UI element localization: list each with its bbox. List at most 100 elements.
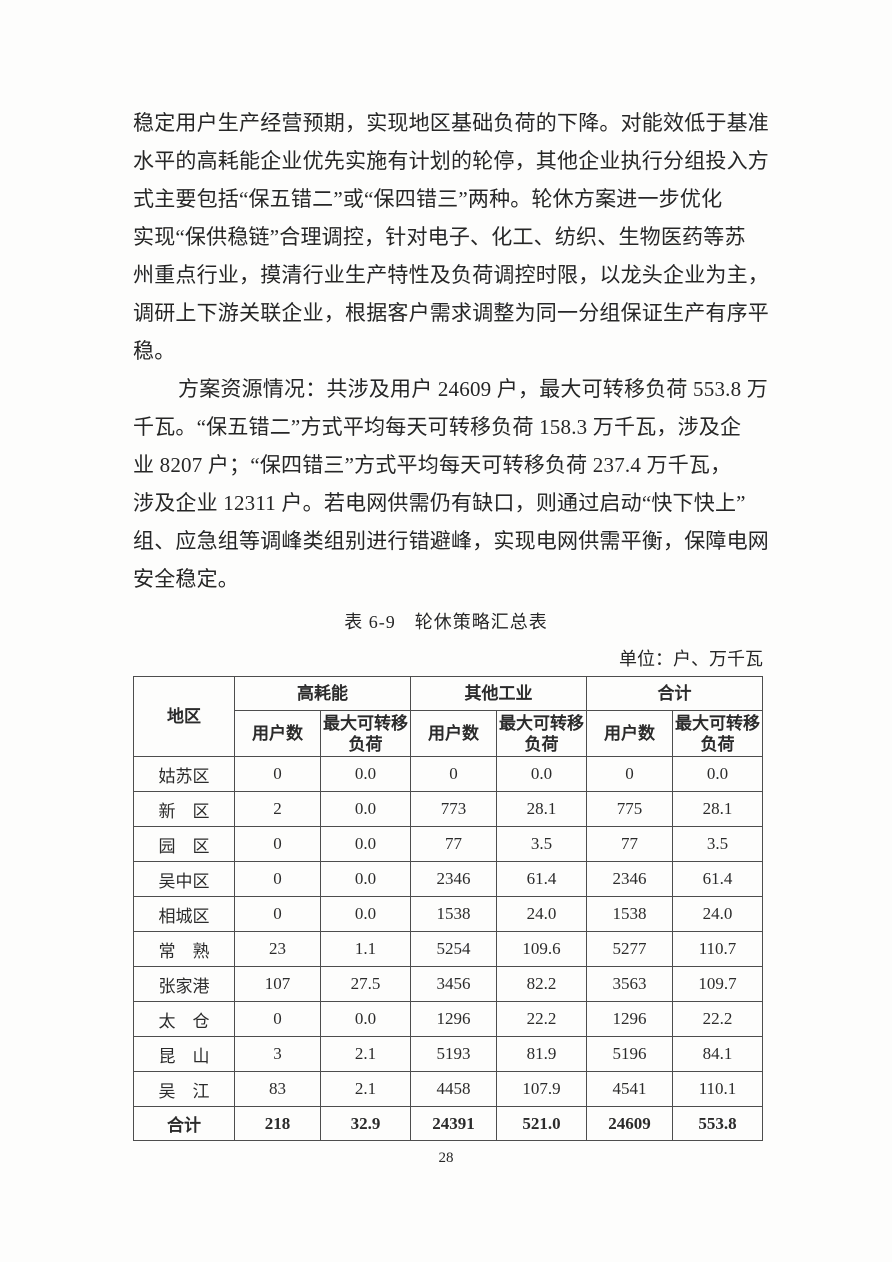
value-cell: 84.1: [672, 1036, 763, 1072]
summary-table: 地区 高耗能 其他工业 合计 用户数 最大可转移负荷 用户数 最大可转移负荷 用…: [133, 676, 763, 1141]
table-row: 常 熟 23 1.1 5254 109.6 5277 110.7: [133, 931, 763, 967]
value-cell: 5196: [586, 1036, 673, 1072]
value-cell: 0.0: [320, 896, 411, 932]
value-cell: 1.1: [320, 931, 411, 967]
text-line: 州重点行业，摸清行业生产特性及负荷调控时限，以龙头企业为主，: [133, 263, 769, 287]
region-cell: 常 熟: [133, 931, 235, 967]
region-cell: 姑苏区: [133, 756, 235, 792]
value-cell: 0.0: [672, 756, 763, 792]
value-cell: 23: [234, 931, 321, 967]
table-caption: 表 6-9 轮休策略汇总表: [344, 612, 548, 632]
value-cell: 1538: [410, 896, 497, 932]
value-cell: 28.1: [496, 791, 587, 827]
value-cell: 775: [586, 791, 673, 827]
subheader-user-count: 用户数: [234, 710, 321, 757]
subheader-max-load: 最大可转移负荷: [496, 710, 587, 757]
value-cell: 773: [410, 791, 497, 827]
value-cell: 77: [410, 826, 497, 862]
value-cell: 0.0: [320, 756, 411, 792]
value-cell: 110.1: [672, 1071, 763, 1107]
table-row: 相城区 0 0.0 1538 24.0 1538 24.0: [133, 896, 763, 932]
value-cell: 2346: [586, 861, 673, 897]
value-cell: 0: [234, 896, 321, 932]
value-cell: 0: [234, 756, 321, 792]
value-cell: 0.0: [496, 756, 587, 792]
value-cell: 521.0: [496, 1106, 587, 1141]
value-cell: 77: [586, 826, 673, 862]
region-cell: 合计: [133, 1106, 235, 1141]
value-cell: 82.2: [496, 966, 587, 1002]
value-cell: 22.2: [672, 1001, 763, 1037]
value-cell: 1296: [410, 1001, 497, 1037]
value-cell: 4541: [586, 1071, 673, 1107]
value-cell: 3: [234, 1036, 321, 1072]
value-cell: 61.4: [496, 861, 587, 897]
value-cell: 24.0: [672, 896, 763, 932]
value-cell: 83: [234, 1071, 321, 1107]
table-row: 吴中区 0 0.0 2346 61.4 2346 61.4: [133, 861, 763, 897]
value-cell: 0: [586, 756, 673, 792]
subheader-user-count: 用户数: [410, 710, 497, 757]
table-row: 昆 山 3 2.1 5193 81.9 5196 84.1: [133, 1036, 763, 1072]
region-cell: 园 区: [133, 826, 235, 862]
value-cell: 2: [234, 791, 321, 827]
paragraph: 稳定用户生产经营预期，实现地区基础负荷的下降。对能效低于基准 水平的高耗能企业优…: [133, 104, 769, 370]
region-cell: 吴 江: [133, 1071, 235, 1107]
value-cell: 109.6: [496, 931, 587, 967]
value-cell: 32.9: [320, 1106, 411, 1141]
table-row: 姑苏区 0 0.0 0 0.0 0 0.0: [133, 756, 763, 792]
table-subheader-row: 用户数 最大可转移负荷 用户数 最大可转移负荷 用户数 最大可转移负荷: [134, 710, 763, 757]
value-cell: 5277: [586, 931, 673, 967]
value-cell: 5193: [410, 1036, 497, 1072]
text-line: 组、应急组等调峰类组别进行错避峰，实现电网供需平衡，保障电网: [133, 529, 769, 553]
unit-label: 单位：户、万千瓦: [619, 649, 763, 669]
value-cell: 2346: [410, 861, 497, 897]
value-cell: 0.0: [320, 791, 411, 827]
text-line: 调研上下游关联企业，根据客户需求调整为同一分组保证生产有序平: [133, 301, 769, 325]
value-cell: 0.0: [320, 826, 411, 862]
text-line: 实现“保供稳链”合理调控，针对电子、化工、纺织、生物医药等苏: [133, 225, 746, 249]
value-cell: 1296: [586, 1001, 673, 1037]
body-text: 稳定用户生产经营预期，实现地区基础负荷的下降。对能效低于基准 水平的高耗能企业优…: [133, 104, 769, 598]
text-line: 千瓦。“保五错二”方式平均每天可转移负荷 158.3 万千瓦，涉及企: [133, 415, 742, 439]
value-cell: 107: [234, 966, 321, 1002]
value-cell: 4458: [410, 1071, 497, 1107]
subheader-user-count: 用户数: [586, 710, 673, 757]
table-row: 吴 江 83 2.1 4458 107.9 4541 110.1: [133, 1071, 763, 1107]
value-cell: 107.9: [496, 1071, 587, 1107]
header-region: 地区: [133, 676, 235, 757]
text-line: 安全稳定。: [133, 567, 239, 591]
region-cell: 太 仓: [133, 1001, 235, 1037]
region-cell: 新 区: [133, 791, 235, 827]
value-cell: 1538: [586, 896, 673, 932]
table-header-row: 地区 高耗能 其他工业 合计: [133, 676, 763, 757]
region-cell: 昆 山: [133, 1036, 235, 1072]
text-line: 业 8207 户；“保四错三”方式平均每天可转移负荷 237.4 万千瓦，: [133, 453, 732, 477]
value-cell: 110.7: [672, 931, 763, 967]
value-cell: 0: [410, 756, 497, 792]
subheader-max-load: 最大可转移负荷: [320, 710, 411, 757]
value-cell: 5254: [410, 931, 497, 967]
value-cell: 3.5: [672, 826, 763, 862]
value-cell: 2.1: [320, 1071, 411, 1107]
text-line: 式主要包括“保五错二”或“保四错三”两种。轮休方案进一步优化: [133, 187, 723, 211]
value-cell: 3456: [410, 966, 497, 1002]
subheader-max-load: 最大可转移负荷: [672, 710, 763, 757]
value-cell: 24.0: [496, 896, 587, 932]
value-cell: 24391: [410, 1106, 497, 1141]
value-cell: 109.7: [672, 966, 763, 1002]
value-cell: 24609: [586, 1106, 673, 1141]
header-group-total: 合计: [586, 676, 763, 711]
region-cell: 张家港: [133, 966, 235, 1002]
value-cell: 2.1: [320, 1036, 411, 1072]
value-cell: 0: [234, 1001, 321, 1037]
value-cell: 218: [234, 1106, 321, 1141]
value-cell: 0: [234, 861, 321, 897]
paragraph: 方案资源情况：共涉及用户 24609 户，最大可转移负荷 553.8 万 千瓦。…: [133, 370, 769, 598]
table-row: 张家港 107 27.5 3456 82.2 3563 109.7: [133, 966, 763, 1002]
region-cell: 吴中区: [133, 861, 235, 897]
value-cell: 0: [234, 826, 321, 862]
value-cell: 81.9: [496, 1036, 587, 1072]
region-cell: 相城区: [133, 896, 235, 932]
